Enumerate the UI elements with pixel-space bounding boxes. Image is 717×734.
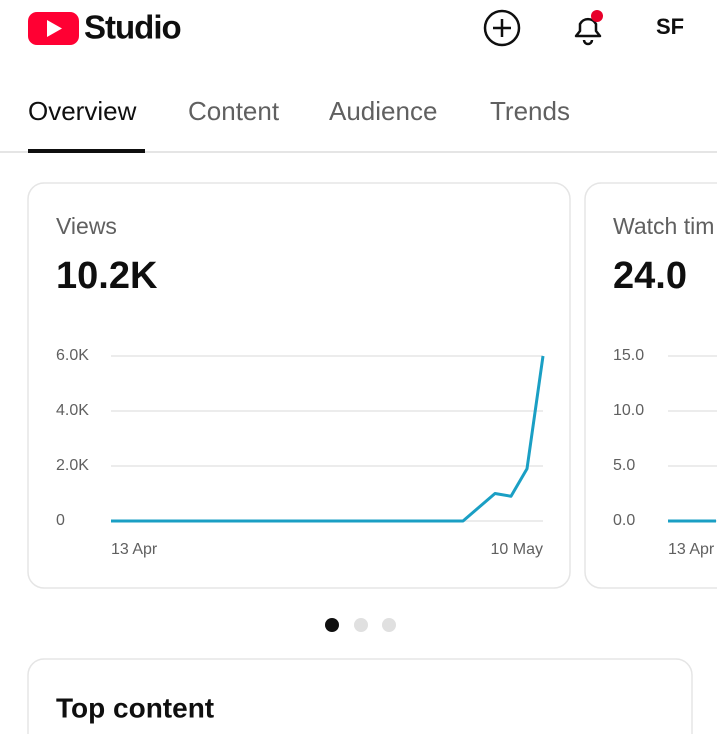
y-tick-label: 5.0 <box>613 457 635 474</box>
top-content-card <box>27 658 693 734</box>
y-tick-label: 0 <box>56 512 65 529</box>
charts: 0 2.0K 4.0K 6.0K 13 Apr 10 May 0.0 5.0 10.0 15.0 1… <box>56 347 717 558</box>
tab[interactable]: Overview <box>28 96 137 126</box>
y-tick-label: 15.0 <box>613 347 644 364</box>
notification-dot <box>591 10 603 22</box>
create-plus <box>493 19 511 37</box>
card-value: 24.0 <box>613 255 687 297</box>
y-tick-label: 2.0K <box>56 457 89 474</box>
metric-card[interactable] <box>27 182 571 589</box>
logo[interactable]: Studio <box>28 9 182 46</box>
x-tick-label: 13 Apr <box>668 541 715 558</box>
create-icon <box>483 9 521 47</box>
create-button[interactable] <box>483 9 521 47</box>
y-tick-label: 4.0K <box>56 402 89 419</box>
y-tick-label: 10.0 <box>613 402 644 419</box>
tab[interactable]: Trends <box>490 96 570 126</box>
tab[interactable]: Audience <box>329 96 437 126</box>
logo-play <box>47 20 62 37</box>
bell-icon <box>574 17 602 38</box>
y-tick-label: 0.0 <box>613 512 635 529</box>
data-line <box>111 355 545 523</box>
x-tick-label: 13 Apr <box>111 541 158 558</box>
pager-dot[interactable] <box>382 618 396 632</box>
tabs-divider <box>0 151 717 153</box>
account-button[interactable]: SF <box>656 14 684 39</box>
logo-text: Studio <box>84 9 181 46</box>
notifications-button[interactable] <box>574 10 603 46</box>
metric-card[interactable] <box>584 182 717 589</box>
tab[interactable]: Content <box>188 96 280 126</box>
pager-dot[interactable] <box>354 618 368 632</box>
y-tick-label: 6.0K <box>56 347 89 364</box>
bell-clapper <box>582 39 594 46</box>
pager-dot[interactable] <box>325 618 339 632</box>
tab-indicator <box>28 149 145 153</box>
card-title: Watch tim <box>613 213 714 239</box>
section-title: Top content <box>56 692 214 723</box>
x-tick-label: 10 May <box>491 541 543 558</box>
card-value: 10.2K <box>56 255 158 297</box>
card-title: Views <box>56 213 117 239</box>
